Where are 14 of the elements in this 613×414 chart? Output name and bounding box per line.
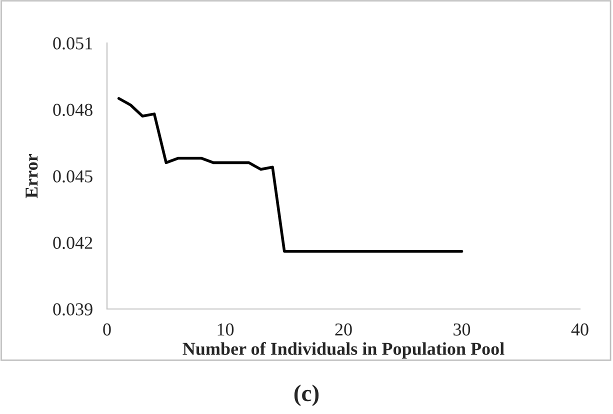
y-tick-label: 0.051 [53,37,92,50]
y-axis-title: Error [26,154,38,198]
y-tick-label: 0.042 [53,236,92,250]
x-tick-label: 20 [335,323,352,336]
text: (c) [294,384,319,406]
y-tick-label: 0.048 [53,104,92,116]
x-axis-title: Number of Individuals in Population Pool [182,342,504,359]
x-tick-label: 10 [218,323,234,336]
x-tick-label: 0 [103,323,111,336]
y-tick-label: 0.045 [53,170,92,183]
x-tick-label: 40 [571,323,588,336]
y-tick-label: 0.039 [53,303,92,316]
line-series [117,97,464,253]
x-tick-label: 30 [454,323,470,336]
